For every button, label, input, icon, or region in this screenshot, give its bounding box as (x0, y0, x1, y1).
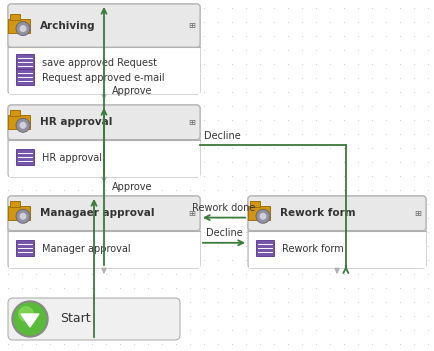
Circle shape (16, 22, 30, 35)
Text: ⊞: ⊞ (188, 118, 195, 127)
Text: Approve: Approve (112, 181, 152, 192)
FancyBboxPatch shape (248, 206, 270, 220)
Text: Archiving: Archiving (40, 21, 95, 31)
Text: Decline: Decline (204, 131, 241, 141)
Circle shape (20, 213, 26, 220)
Text: Start: Start (60, 312, 91, 325)
Text: ⊞: ⊞ (188, 209, 195, 218)
Circle shape (256, 209, 270, 223)
Bar (9, 47, 200, 93)
Text: save approved Request: save approved Request (42, 58, 157, 68)
Circle shape (12, 301, 48, 337)
Bar (9, 140, 200, 177)
Text: Manager approval: Manager approval (42, 244, 131, 254)
FancyBboxPatch shape (16, 149, 34, 165)
FancyBboxPatch shape (8, 206, 30, 220)
FancyBboxPatch shape (8, 115, 30, 129)
Circle shape (16, 118, 30, 132)
Text: HR approval: HR approval (40, 117, 112, 127)
Polygon shape (21, 314, 39, 327)
FancyBboxPatch shape (8, 105, 200, 177)
Text: Decline: Decline (206, 228, 242, 238)
FancyBboxPatch shape (8, 4, 200, 94)
Text: HR approval: HR approval (42, 153, 102, 163)
Text: ⊞: ⊞ (188, 21, 195, 30)
FancyBboxPatch shape (256, 240, 274, 256)
Text: ⊞: ⊞ (414, 209, 421, 218)
FancyBboxPatch shape (10, 110, 20, 116)
FancyBboxPatch shape (10, 14, 20, 20)
Text: Approve: Approve (112, 86, 152, 95)
Text: Rework form: Rework form (280, 208, 355, 218)
FancyBboxPatch shape (16, 69, 34, 85)
Bar (9, 231, 200, 267)
Circle shape (260, 213, 266, 220)
Text: Rework form: Rework form (282, 244, 344, 254)
FancyBboxPatch shape (8, 196, 200, 268)
Circle shape (20, 25, 26, 32)
FancyBboxPatch shape (8, 4, 200, 47)
FancyBboxPatch shape (8, 19, 30, 33)
FancyBboxPatch shape (248, 196, 426, 231)
FancyBboxPatch shape (250, 201, 260, 207)
FancyBboxPatch shape (8, 196, 200, 231)
FancyBboxPatch shape (16, 54, 34, 70)
Text: Managaer approval: Managaer approval (40, 208, 155, 218)
Text: Request approved e-mail: Request approved e-mail (42, 73, 164, 84)
FancyBboxPatch shape (8, 298, 180, 340)
Circle shape (14, 303, 46, 335)
Circle shape (20, 122, 26, 129)
FancyBboxPatch shape (248, 196, 426, 268)
Circle shape (19, 307, 33, 321)
Circle shape (16, 209, 30, 223)
FancyBboxPatch shape (10, 201, 20, 207)
FancyBboxPatch shape (16, 240, 34, 256)
Bar (249, 231, 425, 267)
FancyBboxPatch shape (8, 105, 200, 140)
Text: Rework done: Rework done (192, 203, 256, 213)
